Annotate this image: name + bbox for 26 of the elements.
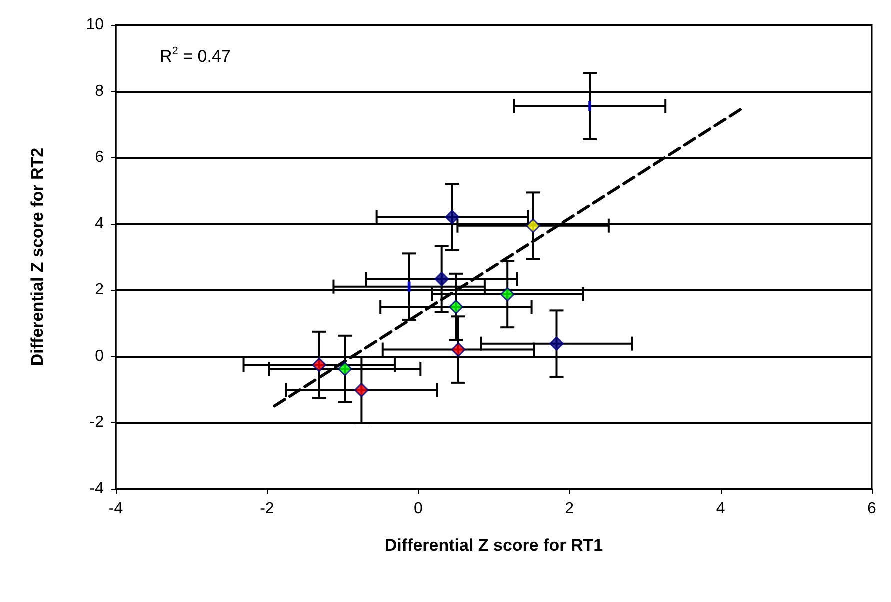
y-tick-label: 6 bbox=[95, 149, 104, 166]
point bbox=[526, 218, 541, 234]
point bbox=[312, 358, 327, 372]
point bbox=[451, 342, 466, 358]
x-axis-title: Differential Z score for RT1 bbox=[384, 536, 604, 555]
point bbox=[448, 300, 464, 314]
x-tick-label: 6 bbox=[868, 500, 877, 518]
y-tick-label: -4 bbox=[90, 480, 104, 498]
point bbox=[550, 336, 564, 352]
point bbox=[445, 210, 460, 224]
x-tick-label: 0 bbox=[414, 500, 423, 518]
y-tick-label: 8 bbox=[95, 82, 104, 100]
point bbox=[434, 272, 450, 286]
x-tick-label: -2 bbox=[260, 500, 274, 518]
x-tick-label: 4 bbox=[716, 500, 726, 518]
y-tick-label: 10 bbox=[86, 16, 104, 34]
point bbox=[354, 382, 369, 398]
y-tick-label: 2 bbox=[95, 282, 104, 299]
x-tick-label: 2 bbox=[565, 500, 574, 518]
y-tick-label: 4 bbox=[95, 215, 104, 232]
y-axis-title: Differential Z score for RT2 bbox=[28, 148, 47, 366]
x-tick-label: -4 bbox=[108, 500, 124, 518]
y-tick-label: -2 bbox=[90, 414, 104, 432]
point bbox=[338, 362, 352, 376]
point bbox=[500, 287, 515, 302]
y-tick-label: 0 bbox=[95, 348, 104, 365]
